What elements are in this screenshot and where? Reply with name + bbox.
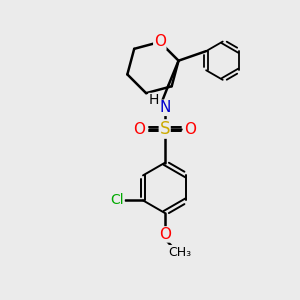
Text: S: S [160, 120, 170, 138]
Text: H: H [149, 93, 159, 107]
Text: O: O [184, 122, 196, 136]
Text: N: N [159, 100, 170, 115]
Text: O: O [154, 34, 166, 50]
Text: Cl: Cl [110, 194, 124, 207]
Text: O: O [133, 122, 145, 136]
Text: CH₃: CH₃ [169, 246, 192, 259]
Text: O: O [159, 227, 171, 242]
